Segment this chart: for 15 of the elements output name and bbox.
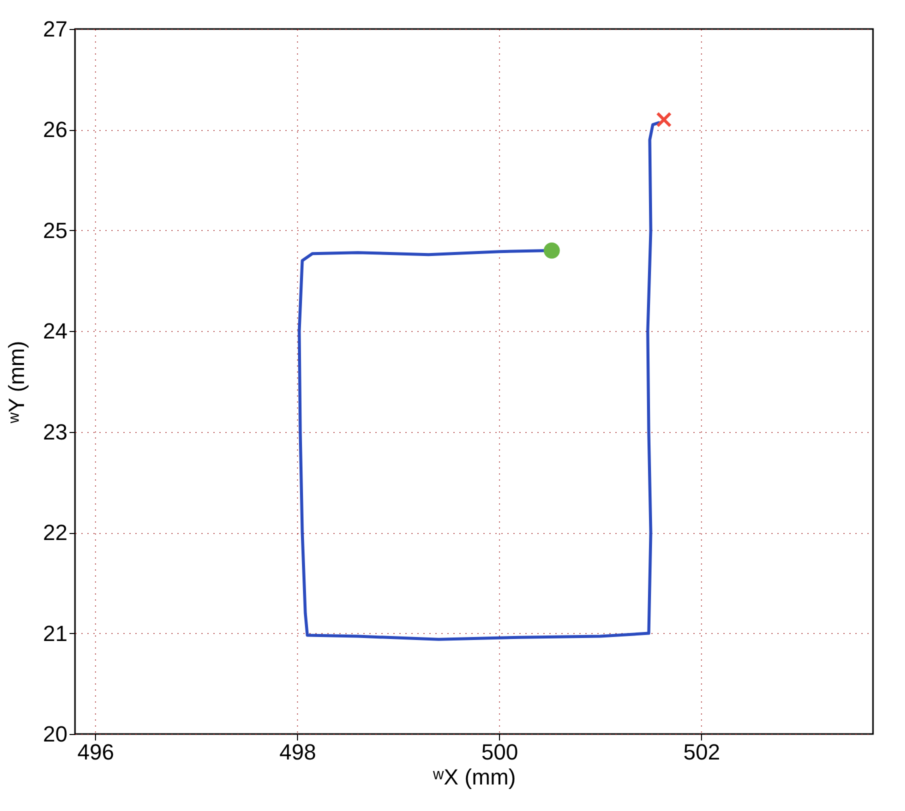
- y-tick-label: 24: [43, 318, 68, 344]
- line-series: [298, 121, 660, 641]
- y-tick-label: 21: [43, 620, 68, 646]
- x-tick-label: 498: [279, 740, 316, 764]
- x-tick-label: 500: [481, 740, 518, 764]
- x-tick-label: 496: [77, 740, 114, 764]
- y-tick-label: 25: [43, 218, 68, 243]
- x-axis-title: ʷX (mm): [432, 764, 516, 790]
- y-tick-label: 23: [43, 419, 68, 444]
- y-tick-label: 20: [43, 722, 68, 746]
- y-axis-title: ʷY (mm): [4, 340, 30, 424]
- x-tick-label: 502: [683, 740, 720, 764]
- y-tick-label: 26: [43, 117, 68, 142]
- y-tick-label: 27: [43, 16, 68, 42]
- y-tick-label: 22: [43, 520, 68, 546]
